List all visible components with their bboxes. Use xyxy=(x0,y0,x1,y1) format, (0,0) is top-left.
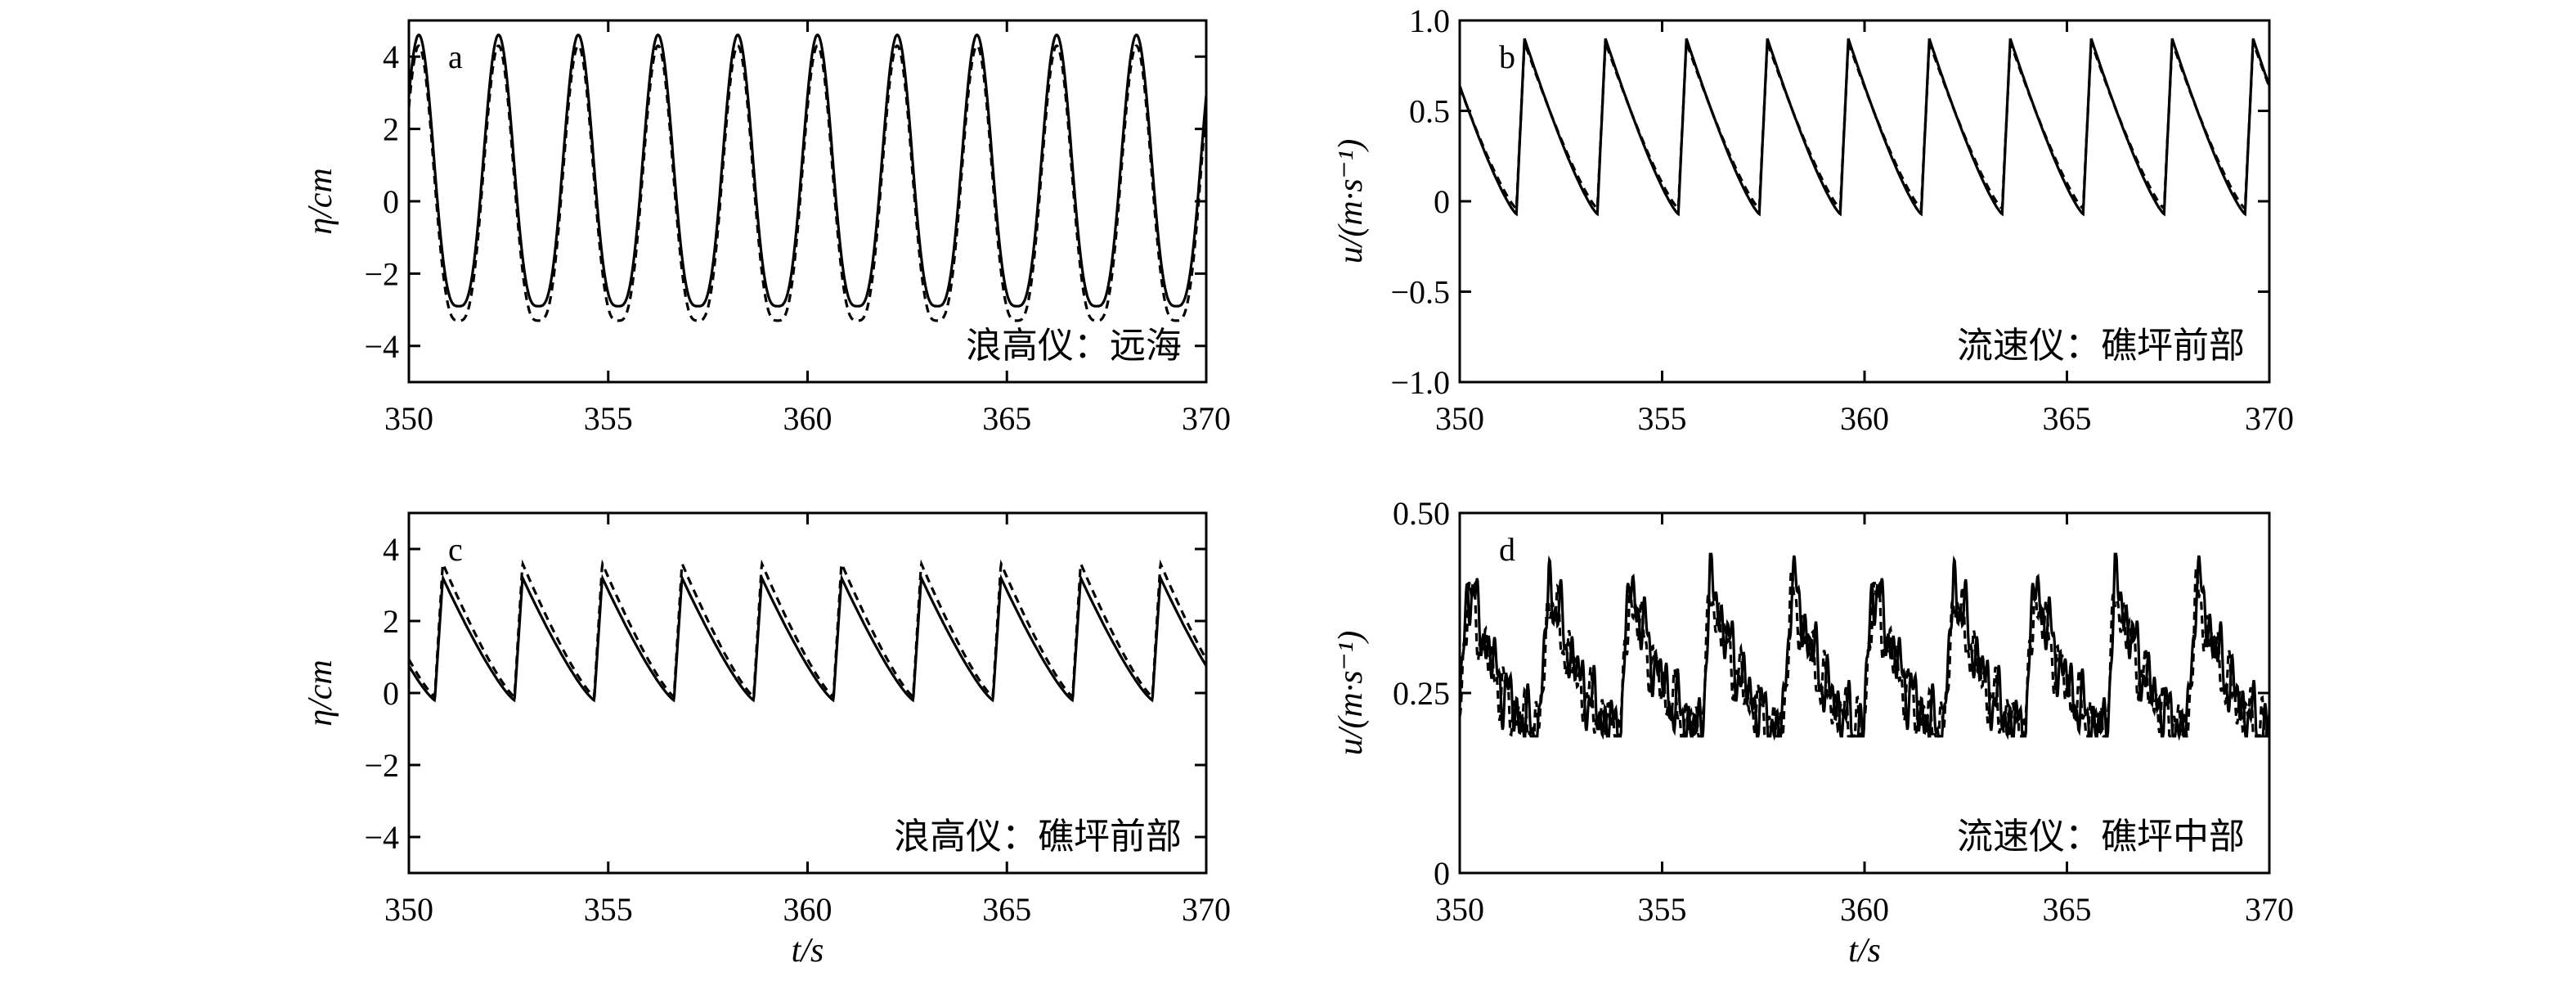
y-tick-label: 0 xyxy=(383,183,399,220)
x-axis-label: t/s xyxy=(792,932,824,970)
series-line-dashed xyxy=(1460,569,2269,738)
series-line-dashed xyxy=(409,44,1206,322)
y-tick-label: −0.5 xyxy=(1390,274,1450,311)
x-tick-label: 360 xyxy=(1840,400,1889,437)
x-tick-label: 365 xyxy=(2043,400,2092,437)
x-tick-label: 360 xyxy=(1840,891,1889,928)
panel-letter: c xyxy=(448,531,463,568)
x-axis-label: t/s xyxy=(1848,932,1881,970)
y-tick-label: 0 xyxy=(383,675,399,712)
x-tick-label: 350 xyxy=(1435,400,1484,437)
y-tick-label: 4 xyxy=(383,38,399,75)
x-tick-label: 355 xyxy=(584,891,633,928)
y-tick-label: 0 xyxy=(1434,183,1450,220)
x-tick-label: 365 xyxy=(2043,891,2092,928)
y-tick-label: −4 xyxy=(364,328,399,365)
y-tick-label: 0.5 xyxy=(1409,93,1450,130)
y-tick-label: −2 xyxy=(364,255,399,292)
y-tick-label: 1.0 xyxy=(1409,2,1450,39)
y-tick-label: 0.50 xyxy=(1393,495,1450,532)
series-line-solid xyxy=(1460,38,2269,217)
series-line-dashed xyxy=(409,559,1206,699)
x-tick-label: 350 xyxy=(384,891,433,928)
panel-d: 350 355 360 365 370 0 0.25 0.50 u/(m·s⁻¹) t/s d 流速仪… xyxy=(1332,495,2294,970)
x-tick-label: 350 xyxy=(1435,891,1484,928)
y-axis-label: u/(m·s⁻¹) xyxy=(1332,139,1370,264)
y-tick-label: 4 xyxy=(383,531,399,568)
series-line-solid xyxy=(409,574,1206,703)
panel-c: 350 355 360 365 370 −4 −2 0 2 4 η/cm t/s c 浪高仪：礁坪前部 xyxy=(302,511,1231,970)
y-axis-label: u/(m·s⁻¹) xyxy=(1332,631,1370,756)
x-tick-label: 360 xyxy=(783,400,832,437)
y-axis-label: η/cm xyxy=(302,168,339,234)
x-tick-label: 360 xyxy=(783,891,832,928)
x-tick-label: 355 xyxy=(584,400,633,437)
x-tick-label: 350 xyxy=(384,400,433,437)
panel-letter: b xyxy=(1499,38,1515,75)
x-tick-label: 370 xyxy=(1182,891,1231,928)
x-tick-label: 370 xyxy=(2245,891,2294,928)
panel-a: 350 355 360 365 370 −4 −2 0 2 4 η/cm a 浪高仪：远海 xyxy=(302,19,1231,437)
series-line-dashed xyxy=(1460,41,2269,211)
x-tick-label: 355 xyxy=(1638,891,1687,928)
x-tick-label: 355 xyxy=(1638,400,1687,437)
y-tick-label: −1.0 xyxy=(1390,364,1450,401)
y-tick-label: 2 xyxy=(383,111,399,148)
panel-letter: d xyxy=(1499,531,1515,568)
series-line-solid xyxy=(409,34,1206,308)
y-axis-label: η/cm xyxy=(302,659,339,726)
y-tick-label: 0 xyxy=(1434,855,1450,892)
panel-annotation: 浪高仪：礁坪前部 xyxy=(894,816,1182,857)
y-tick-label: −2 xyxy=(364,747,399,784)
y-tick-label: 2 xyxy=(383,603,399,640)
x-tick-label: 370 xyxy=(2245,400,2294,437)
panel-annotation: 浪高仪：远海 xyxy=(966,325,1182,367)
panel-annotation: 流速仪：礁坪中部 xyxy=(1957,816,2245,857)
y-tick-label: −4 xyxy=(364,819,399,856)
x-tick-label: 365 xyxy=(982,400,1031,437)
panel-b: 350 355 360 365 370 −1.0 −0.5 0 0.5 1.0 u/(m·s⁻¹) b… xyxy=(1332,2,2294,437)
panel-annotation: 流速仪：礁坪前部 xyxy=(1957,325,2245,367)
y-tick-label: 0.25 xyxy=(1393,675,1450,712)
x-tick-label: 365 xyxy=(982,891,1031,928)
panel-letter: a xyxy=(448,38,463,75)
x-tick-label: 370 xyxy=(1182,400,1231,437)
